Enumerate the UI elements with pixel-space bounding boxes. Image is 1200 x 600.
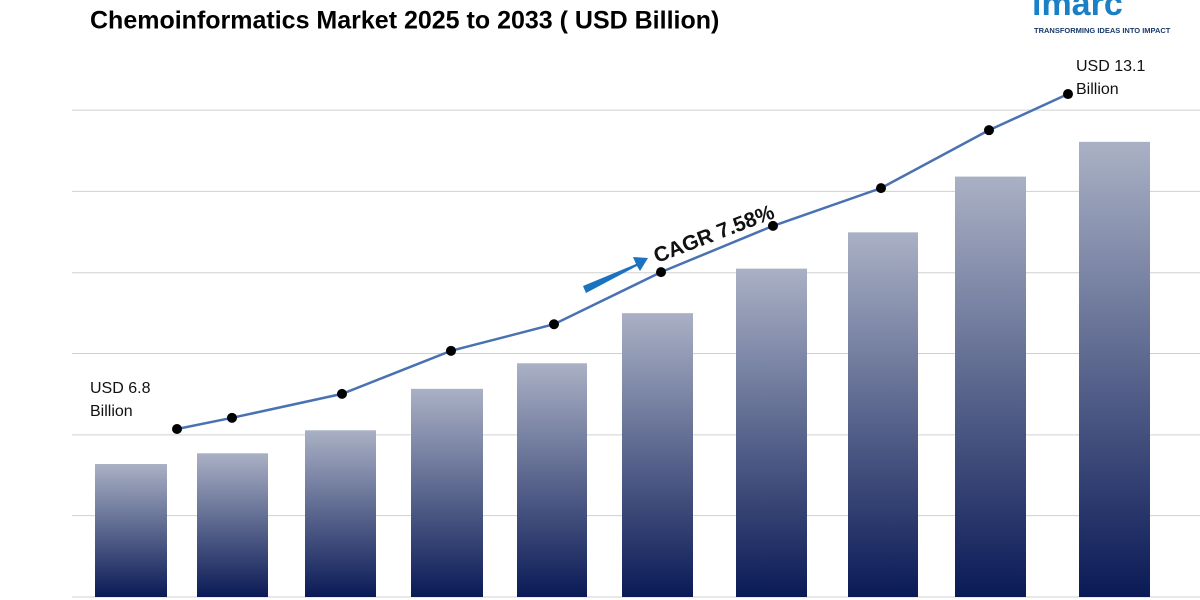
chart-title: Chemoinformatics Market 2025 to 2033 ( U… bbox=[90, 7, 719, 35]
bar bbox=[517, 363, 587, 597]
bar bbox=[622, 313, 693, 597]
line-layer bbox=[172, 89, 1073, 434]
bars bbox=[95, 141, 1150, 598]
end-label: USD 13.1 Billion bbox=[1076, 58, 1146, 98]
marker bbox=[446, 345, 456, 356]
bar bbox=[197, 453, 268, 597]
logo: imarc bbox=[1032, 0, 1123, 23]
bar bbox=[95, 464, 167, 597]
marker bbox=[172, 423, 182, 434]
arrow bbox=[583, 257, 648, 293]
bar bbox=[305, 430, 376, 597]
bar bbox=[411, 388, 483, 597]
trend-line bbox=[176, 92, 1069, 431]
marker bbox=[876, 183, 886, 194]
bar bbox=[955, 176, 1026, 597]
marker bbox=[227, 412, 237, 423]
logo-tagline: TRANSFORMING IDEAS INTO IMPACT bbox=[1034, 26, 1171, 35]
bar bbox=[736, 268, 807, 597]
marker bbox=[656, 267, 666, 278]
cagr-label: CAGR 7.58% bbox=[651, 201, 778, 268]
bar bbox=[848, 232, 918, 597]
bar bbox=[1079, 141, 1150, 598]
marker bbox=[984, 125, 994, 136]
start-label: USD 6.8 Billion bbox=[90, 380, 151, 420]
marker bbox=[337, 388, 347, 399]
marker bbox=[768, 220, 778, 231]
marker bbox=[1063, 89, 1073, 100]
marker bbox=[549, 319, 559, 330]
